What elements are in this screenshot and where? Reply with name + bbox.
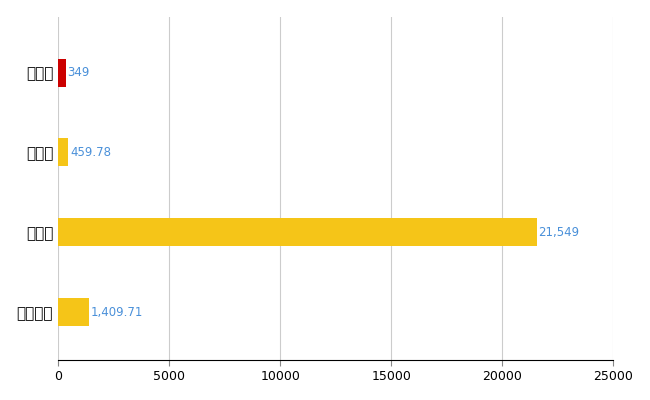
Text: 459.78: 459.78 — [70, 146, 111, 159]
Text: 1,409.71: 1,409.71 — [91, 306, 144, 318]
Bar — [58, 218, 537, 246]
Bar — [58, 138, 68, 166]
Bar — [58, 298, 89, 326]
Bar — [58, 58, 66, 86]
Text: 349: 349 — [68, 66, 90, 79]
Text: 21,549: 21,549 — [538, 226, 580, 239]
